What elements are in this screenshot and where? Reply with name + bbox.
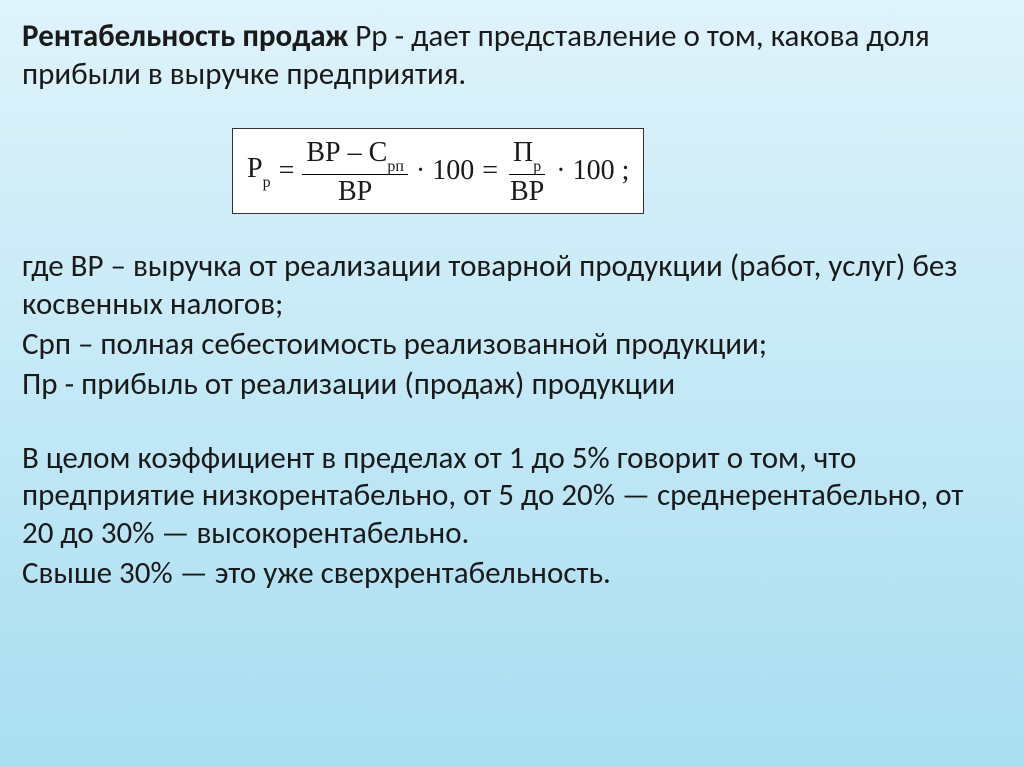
intro-term: Рентабельность продаж bbox=[22, 17, 348, 55]
fraction-1-denominator: ВР bbox=[334, 175, 376, 208]
times-100-2: · 100 ; bbox=[556, 157, 629, 185]
formula-container: Рр = ВР – Срп ВР · 100 = Пр ВР · 100 ; bbox=[22, 128, 994, 215]
equals-2: = bbox=[482, 157, 498, 185]
fraction-2-numerator: Пр bbox=[509, 136, 545, 175]
definitions: где ВР – выручка от реализации товарной … bbox=[22, 248, 994, 403]
fraction-2-denominator: ВР bbox=[506, 175, 548, 208]
interpretation-over30: Свыше 30% — это уже сверхрентабельность. bbox=[22, 555, 994, 593]
def-pr: Пр - прибыль от реализации (продаж) прод… bbox=[22, 366, 994, 404]
def-srp: Срп – полная себестоимость реализованной… bbox=[22, 326, 994, 364]
times-100-1: · 100 bbox=[416, 157, 474, 185]
fraction-1-numerator: ВР – Срп bbox=[302, 136, 408, 175]
intro-paragraph: Рентабельность продаж Рр - дает представ… bbox=[22, 18, 994, 94]
interpretation: В целом коэффициент в пределах от 1 до 5… bbox=[22, 440, 994, 593]
fraction-2: Пр ВР bbox=[506, 136, 548, 209]
interpretation-ranges: В целом коэффициент в пределах от 1 до 5… bbox=[22, 440, 994, 553]
def-vr: где ВР – выручка от реализации товарной … bbox=[22, 248, 994, 324]
fraction-1: ВР – Срп ВР bbox=[302, 136, 408, 209]
profitability-formula: Рр = ВР – Срп ВР · 100 = Пр ВР · 100 ; bbox=[232, 128, 644, 215]
formula-lhs: Рр bbox=[247, 155, 271, 188]
equals-1: = bbox=[279, 157, 295, 185]
